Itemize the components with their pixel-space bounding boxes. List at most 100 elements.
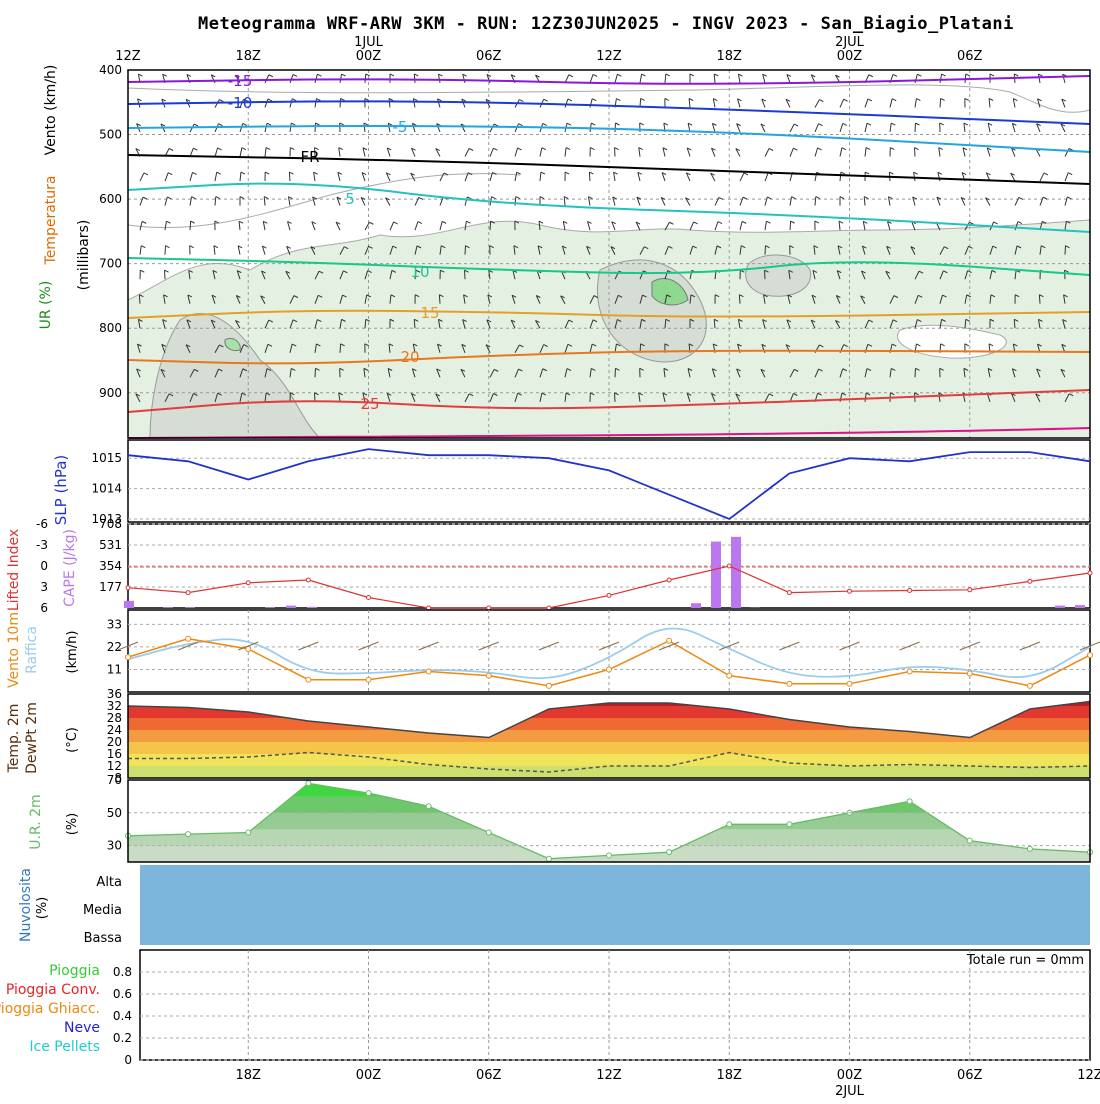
- cape-tick-label: 708: [99, 517, 122, 531]
- rh2m-label: U.R. 2m: [28, 794, 44, 849]
- temp-isoline-label: 20: [400, 348, 419, 366]
- precip-legend-item: Neve: [64, 1020, 100, 1036]
- wind-barb: [589, 172, 590, 181]
- cloud-level-label: Alta: [96, 875, 122, 890]
- bottom-time-label: 12Z: [1077, 1068, 1100, 1083]
- cloud-label: Nuvolosita: [18, 868, 34, 942]
- precip-tick-label: 0.4: [113, 1009, 132, 1023]
- wind-barb: [1039, 295, 1040, 304]
- li-tick-label: -3: [36, 538, 48, 552]
- wind-point: [186, 636, 191, 641]
- lifted-index-point: [848, 589, 852, 593]
- pressure-tick-label: 500: [99, 128, 122, 142]
- wind-label: Vento 10m: [6, 612, 22, 688]
- cloud-unit-label: (%): [35, 897, 50, 920]
- slp-tick-label: 1014: [91, 482, 122, 496]
- rh-region-c: [746, 255, 811, 296]
- temp-isoline-label: -5: [393, 118, 408, 136]
- rh-point: [246, 830, 251, 835]
- cape-bar: [1075, 605, 1085, 608]
- top-time-label: 18Z: [236, 49, 262, 64]
- rh-point: [727, 822, 732, 827]
- precip-legend-item: Pioggia: [49, 963, 100, 979]
- temp-isoline-label: 15: [420, 304, 439, 322]
- cape-bar: [307, 607, 317, 608]
- temp-isoline-label: FR: [300, 148, 319, 166]
- gust-label: Raffica: [24, 626, 40, 674]
- temp-isoline-label: 25: [360, 395, 379, 413]
- pressure-tick-label: 700: [99, 257, 122, 271]
- rh-point: [667, 850, 672, 855]
- lifted-index-point: [1028, 579, 1032, 583]
- rh-point: [486, 830, 491, 835]
- lifted-index-point: [968, 588, 972, 592]
- wind-point: [667, 638, 672, 643]
- temp-band: [128, 754, 1090, 766]
- top-time-label: 12Z: [115, 49, 141, 64]
- wind-barb: [439, 295, 440, 304]
- temp-band: [128, 766, 1090, 778]
- wind-point: [1088, 653, 1093, 658]
- wind-point: [727, 673, 732, 678]
- lifted-index-point: [727, 564, 731, 568]
- li-tick-label: 3: [40, 580, 48, 594]
- lifted-index-point: [306, 578, 310, 582]
- precip-frame: [140, 950, 1090, 1060]
- top-time-label: 18Z: [717, 49, 743, 64]
- rh-point: [967, 838, 972, 843]
- wind-point: [546, 683, 551, 688]
- temp-band: [128, 742, 1090, 754]
- li-tick-label: 0: [40, 559, 48, 573]
- wind-point: [847, 681, 852, 686]
- pressure-tick-label: 900: [99, 386, 122, 400]
- lifted-index-point: [667, 578, 671, 582]
- wind-barb: [139, 295, 140, 304]
- wind-tick-label: 11: [107, 662, 122, 676]
- lifted-index-point: [607, 593, 611, 597]
- wind-point: [366, 677, 371, 682]
- cloud-cover: [140, 865, 1090, 945]
- lifted-index-point: [787, 591, 791, 595]
- wind-point: [126, 655, 131, 660]
- top-time-label: 12Z: [596, 49, 622, 64]
- cape-tick-label: 177: [99, 580, 122, 594]
- slp-tick-label: 1015: [91, 451, 122, 465]
- cloud-level-label: Bassa: [84, 931, 122, 946]
- cape-bar: [711, 542, 721, 608]
- rh-tick-label: 50: [107, 806, 122, 820]
- cloud-level-label: Media: [83, 903, 122, 918]
- slp-frame: [128, 440, 1090, 522]
- precip-tick-label: 0.6: [113, 987, 132, 1001]
- li-tick-label: 6: [40, 601, 48, 615]
- top-date-label: 1JUL: [354, 35, 384, 50]
- wind-barb: [490, 221, 491, 230]
- rh-unit-label: (%): [65, 813, 80, 836]
- rh-point: [366, 791, 371, 796]
- precip-legend-item: Pioggia Ghiacc.: [0, 1001, 100, 1017]
- wind-point: [907, 669, 912, 674]
- top-time-label: 00Z: [837, 49, 863, 64]
- slp-label: SLP (hPa): [52, 455, 70, 525]
- bottom-time-label: 00Z: [356, 1068, 382, 1083]
- mb-label: (millibars): [76, 220, 92, 291]
- rh-point: [306, 781, 311, 786]
- cape-bar: [731, 537, 741, 608]
- top-time-label: 06Z: [957, 49, 983, 64]
- precip-tick-label: 0: [124, 1053, 132, 1067]
- cape-label: CAPE (J/kg): [62, 529, 78, 607]
- li-tick-label: -6: [36, 517, 48, 531]
- cape-bar: [124, 601, 134, 608]
- wind-point: [607, 667, 612, 672]
- wind-tick-label: 22: [107, 640, 122, 654]
- rh-point: [787, 822, 792, 827]
- top-time-label: 06Z: [476, 49, 502, 64]
- rh-point: [907, 799, 912, 804]
- rh-point: [607, 853, 612, 858]
- top-date-label: 2JUL: [835, 35, 865, 50]
- rh-tick-label: 30: [107, 839, 122, 853]
- temp-unit-label: (°C): [65, 727, 80, 753]
- rh-tick-label: 70: [107, 773, 122, 787]
- bottom-time-label: 12Z: [596, 1068, 622, 1083]
